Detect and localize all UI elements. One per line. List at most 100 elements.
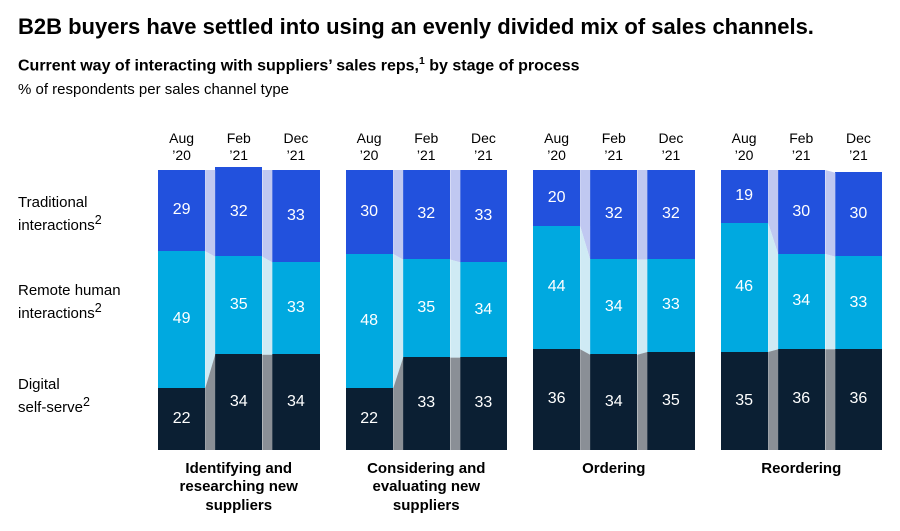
seg-remote: 49 xyxy=(158,251,205,388)
stacked-bar: 323335 xyxy=(647,170,694,450)
stacked-bar: 33 33 34 xyxy=(272,170,319,450)
seg-digital: 33 xyxy=(403,357,450,449)
bars-row: 304822323533333433 xyxy=(346,170,508,450)
subnote: % of respondents per sales channel type xyxy=(18,81,882,98)
seg-traditional: 32 xyxy=(590,170,637,260)
seg-value: 35 xyxy=(230,296,248,314)
connector-remote xyxy=(580,226,590,355)
seg-value: 32 xyxy=(230,203,248,221)
stacked-bar: 32 35 33 xyxy=(403,170,450,450)
seg-value: 48 xyxy=(360,312,378,330)
chart-group: Aug’20Feb’21Dec’21204436323434323335Orde… xyxy=(533,130,695,519)
seg-digital: 35 xyxy=(647,352,694,450)
seg-value: 49 xyxy=(173,310,191,328)
connector-remote xyxy=(450,259,460,357)
stacked-bar: 333433 xyxy=(460,170,507,450)
seg-value: 35 xyxy=(417,299,435,317)
stacked-bar: 304822 xyxy=(346,170,393,450)
seg-remote: 44 xyxy=(533,226,580,349)
connector-digital xyxy=(768,349,778,450)
seg-traditional: 30 xyxy=(835,172,882,256)
seg-value: 33 xyxy=(475,394,493,412)
seg-value: 34 xyxy=(230,393,248,411)
seg-value: 33 xyxy=(287,299,305,317)
headline: B2B buyers have settled into using an ev… xyxy=(18,14,882,40)
connector-digital xyxy=(637,352,647,450)
date-label: Aug’20 xyxy=(346,130,393,164)
seg-digital: 35 xyxy=(721,352,768,450)
connector-traditional xyxy=(580,170,590,260)
date-label: Dec’21 xyxy=(647,130,694,164)
seg-traditional: 19 xyxy=(721,170,768,223)
subhead: Current way of interacting with supplier… xyxy=(18,56,882,75)
connector-remote xyxy=(768,223,778,352)
seg-digital: 33 xyxy=(460,357,507,449)
chart-group: Aug’20Feb’21Dec’21294922323534333334Iden… xyxy=(158,130,320,519)
seg-value: 22 xyxy=(173,410,191,428)
stacked-bar: 323434 xyxy=(590,170,637,450)
group-title: Ordering xyxy=(533,460,695,479)
seg-traditional: 33 xyxy=(272,170,319,262)
stacked-bar: 20 44 36 xyxy=(533,170,580,450)
seg-value: 30 xyxy=(360,203,378,221)
seg-remote: 34 xyxy=(460,262,507,357)
date-label: Feb’21 xyxy=(778,130,825,164)
chart-area: Traditionalinteractions2 Remote humaninte… xyxy=(18,130,882,519)
seg-value: 35 xyxy=(735,392,753,410)
bars-row: 194635303436303336 xyxy=(721,170,883,450)
seg-remote: 35 xyxy=(403,259,450,357)
date-label: Aug’20 xyxy=(533,130,580,164)
seg-traditional: 32 xyxy=(215,167,262,257)
seg-value: 32 xyxy=(417,205,435,223)
chart-group: Aug’20Feb’21Dec’21194635303436303336Reor… xyxy=(721,130,883,519)
date-row: Aug’20Feb’21Dec’21 xyxy=(346,130,508,164)
seg-value: 32 xyxy=(662,205,680,223)
date-label: Feb’21 xyxy=(403,130,450,164)
connector-traditional xyxy=(393,170,403,260)
seg-traditional: 30 xyxy=(346,170,393,254)
seg-remote: 33 xyxy=(835,256,882,348)
seg-value: 30 xyxy=(792,203,810,221)
date-label: Aug’20 xyxy=(721,130,768,164)
stacked-bar: 19 46 35 xyxy=(721,170,768,450)
seg-digital: 36 xyxy=(835,349,882,450)
row-label: Traditionalinteractions2 xyxy=(18,194,102,236)
seg-digital: 22 xyxy=(158,388,205,450)
seg-traditional: 32 xyxy=(647,170,694,260)
seg-remote: 33 xyxy=(272,262,319,354)
seg-value: 36 xyxy=(792,390,810,408)
date-label: Feb’21 xyxy=(590,130,637,164)
connector-digital xyxy=(393,357,403,449)
seg-value: 36 xyxy=(548,390,566,408)
group-title: Identifying andresearching newsuppliers xyxy=(158,460,320,516)
seg-digital: 34 xyxy=(215,354,262,449)
seg-digital: 34 xyxy=(272,354,319,449)
connector-remote xyxy=(393,254,403,388)
stacked-bar: 32 35 34 xyxy=(215,167,262,450)
seg-traditional: 32 xyxy=(403,170,450,260)
date-label: Dec’21 xyxy=(272,130,319,164)
seg-digital: 36 xyxy=(778,349,825,450)
connector-traditional xyxy=(768,170,778,254)
subhead-post: by stage of process xyxy=(425,57,580,74)
seg-value: 36 xyxy=(850,390,868,408)
connector-digital xyxy=(262,354,272,449)
seg-value: 44 xyxy=(548,278,566,296)
seg-remote: 35 xyxy=(215,256,262,354)
connector-traditional xyxy=(262,170,272,262)
connector-digital xyxy=(450,357,460,449)
subhead-pre: Current way of interacting with supplier… xyxy=(18,57,419,74)
connector-digital xyxy=(825,349,835,450)
row-label: Digitalself-serve2 xyxy=(18,376,90,418)
row-label: Remote humaninteractions2 xyxy=(18,282,121,324)
group-title: Considering andevaluating newsuppliers xyxy=(346,460,508,516)
seg-value: 46 xyxy=(735,278,753,296)
date-row: Aug’20Feb’21Dec’21 xyxy=(721,130,883,164)
seg-traditional: 33 xyxy=(460,170,507,262)
seg-traditional: 20 xyxy=(533,170,580,226)
seg-value: 33 xyxy=(287,207,305,225)
connector-traditional xyxy=(637,170,647,260)
group-title: Reordering xyxy=(721,460,883,479)
connector-traditional xyxy=(450,170,460,262)
seg-value: 34 xyxy=(605,298,623,316)
